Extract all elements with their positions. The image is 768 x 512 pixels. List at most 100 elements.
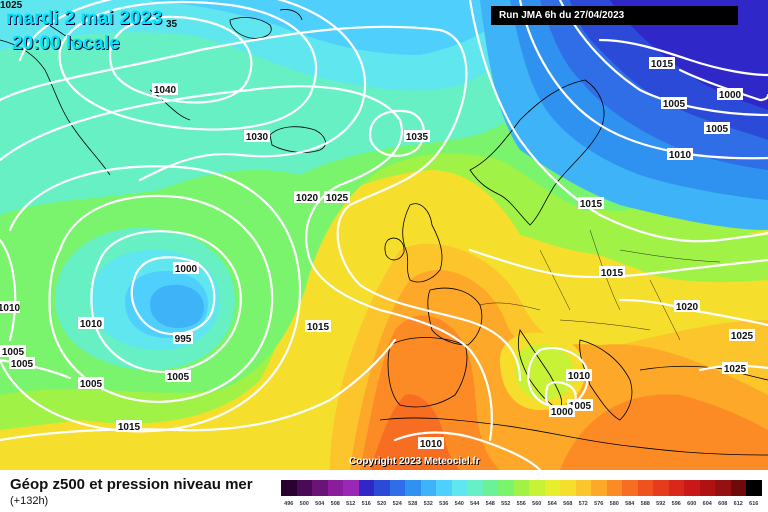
scale-swatch	[389, 480, 405, 496]
scale-swatch	[653, 480, 669, 496]
scale-swatch	[312, 480, 328, 496]
svg-text:1015: 1015	[651, 59, 674, 70]
pressure-label-fragment: 1025	[0, 0, 23, 11]
svg-text:1000: 1000	[719, 90, 742, 101]
isobar-1030	[18, 0, 367, 182]
isobar-1015-south	[0, 338, 397, 442]
color-scale-bar	[281, 480, 762, 496]
scale-value: 588	[640, 501, 650, 507]
pressure-label: 1005	[9, 357, 35, 370]
scale-value: 520	[377, 501, 387, 507]
scale-swatch	[296, 480, 312, 496]
pressure-label: 1000	[717, 88, 743, 101]
scale-value: 560	[532, 501, 542, 507]
pressure-label: 1025	[729, 329, 755, 342]
svg-text:1020: 1020	[296, 193, 319, 204]
band-sky	[0, 0, 520, 55]
north-africa-coast	[379, 417, 768, 456]
isobar-1015-low	[0, 165, 302, 433]
pressure-label: 1000	[549, 405, 575, 418]
scale-value: 608	[718, 501, 728, 507]
svg-text:1015: 1015	[307, 322, 330, 333]
svg-text:1015: 1015	[580, 199, 603, 210]
scale-value: 544	[470, 501, 480, 507]
pressure-label: 1040	[152, 83, 178, 96]
svg-text:1040: 1040	[154, 85, 177, 96]
geopotential-map: 1040 1030 1035 1020 1025 1000 995 1010 1…	[0, 0, 768, 470]
model-run-info: Run JMA 6h du 27/04/2023	[491, 6, 738, 25]
svg-text:1025: 1025	[326, 193, 349, 204]
france-coast	[427, 287, 483, 346]
scale-value: 500	[299, 501, 309, 507]
pressure-label: 1005	[661, 97, 687, 110]
scale-value: 552	[501, 501, 511, 507]
scale-swatch	[606, 480, 622, 496]
scale-swatch	[699, 480, 715, 496]
pressure-label: 1035	[404, 130, 430, 143]
isobar-1000-low	[130, 256, 216, 336]
svg-text:1005: 1005	[167, 372, 190, 383]
scale-value: 596	[671, 501, 681, 507]
pressure-label: 1005	[165, 370, 191, 383]
iceland-coast	[269, 126, 326, 153]
scale-swatch	[281, 480, 297, 496]
isobar-1005-scand	[558, 0, 768, 117]
svg-text:1015: 1015	[118, 422, 141, 433]
scale-value: 504	[315, 501, 325, 507]
svg-text:1025: 1025	[731, 331, 754, 342]
pressure-label: 1010	[566, 369, 592, 382]
scale-swatch	[420, 480, 436, 496]
svg-text:1025: 1025	[724, 364, 747, 375]
scale-value: 572	[578, 501, 588, 507]
iberia-coast	[387, 337, 468, 408]
band-low-atlantic-5	[150, 284, 204, 328]
isobar-1005-west	[0, 358, 72, 380]
isobar-1040	[108, 15, 253, 104]
band-central-europe-green	[520, 210, 768, 282]
isobar-1035-north	[58, 0, 318, 131]
svg-text:1035: 1035	[406, 132, 429, 143]
pressure-label: 1010	[667, 148, 693, 161]
scale-swatch	[637, 480, 653, 496]
scale-swatch	[327, 480, 343, 496]
scale-value: 564	[547, 501, 557, 507]
scale-swatch	[436, 480, 452, 496]
svg-text:1010: 1010	[669, 150, 692, 161]
pressure-label: 1010	[78, 317, 104, 330]
scale-swatch	[684, 480, 700, 496]
pressure-label: 1015	[649, 57, 675, 70]
scale-value: 496	[284, 501, 294, 507]
scale-value: 580	[609, 501, 619, 507]
pressure-label: 1020	[674, 300, 700, 313]
svg-text:1000: 1000	[551, 407, 574, 418]
svg-text:995: 995	[175, 334, 192, 345]
svg-text:1005: 1005	[80, 379, 103, 390]
forecast-date: mardi 2 mai 2023	[6, 8, 163, 29]
svg-text:1005: 1005	[569, 401, 592, 412]
svg-text:1005: 1005	[2, 347, 25, 358]
pressure-labels: 1040 1030 1035 1020 1025 1000 995 1010 1…	[0, 0, 755, 450]
band-red-spain	[370, 394, 460, 470]
pressure-label: 1030	[244, 130, 270, 143]
isobar-1005-low	[90, 230, 242, 374]
copyright-notice: Copyright 2023 Meteociel.fr	[349, 456, 480, 467]
scale-swatch	[544, 480, 560, 496]
scale-swatch	[451, 480, 467, 496]
scale-value: 556	[516, 501, 526, 507]
svg-text:1005: 1005	[706, 124, 729, 135]
isobar-1010-scand	[518, 0, 768, 160]
scale-swatch	[730, 480, 746, 496]
svg-text:1010: 1010	[80, 319, 103, 330]
scale-swatch	[560, 480, 576, 496]
svg-text:1005: 1005	[11, 359, 34, 370]
pressure-label: 1015	[116, 420, 142, 433]
pressure-label: 1005	[0, 345, 26, 358]
pressure-label: 1000	[173, 262, 199, 275]
isobar-1010-low	[48, 194, 274, 404]
scale-swatch	[715, 480, 731, 496]
pressure-label: 1005	[78, 377, 104, 390]
pressure-label-fragment: 35	[166, 19, 178, 30]
svg-text:1015: 1015	[601, 268, 624, 279]
scale-swatch	[529, 480, 545, 496]
svg-text:1010: 1010	[0, 303, 21, 314]
